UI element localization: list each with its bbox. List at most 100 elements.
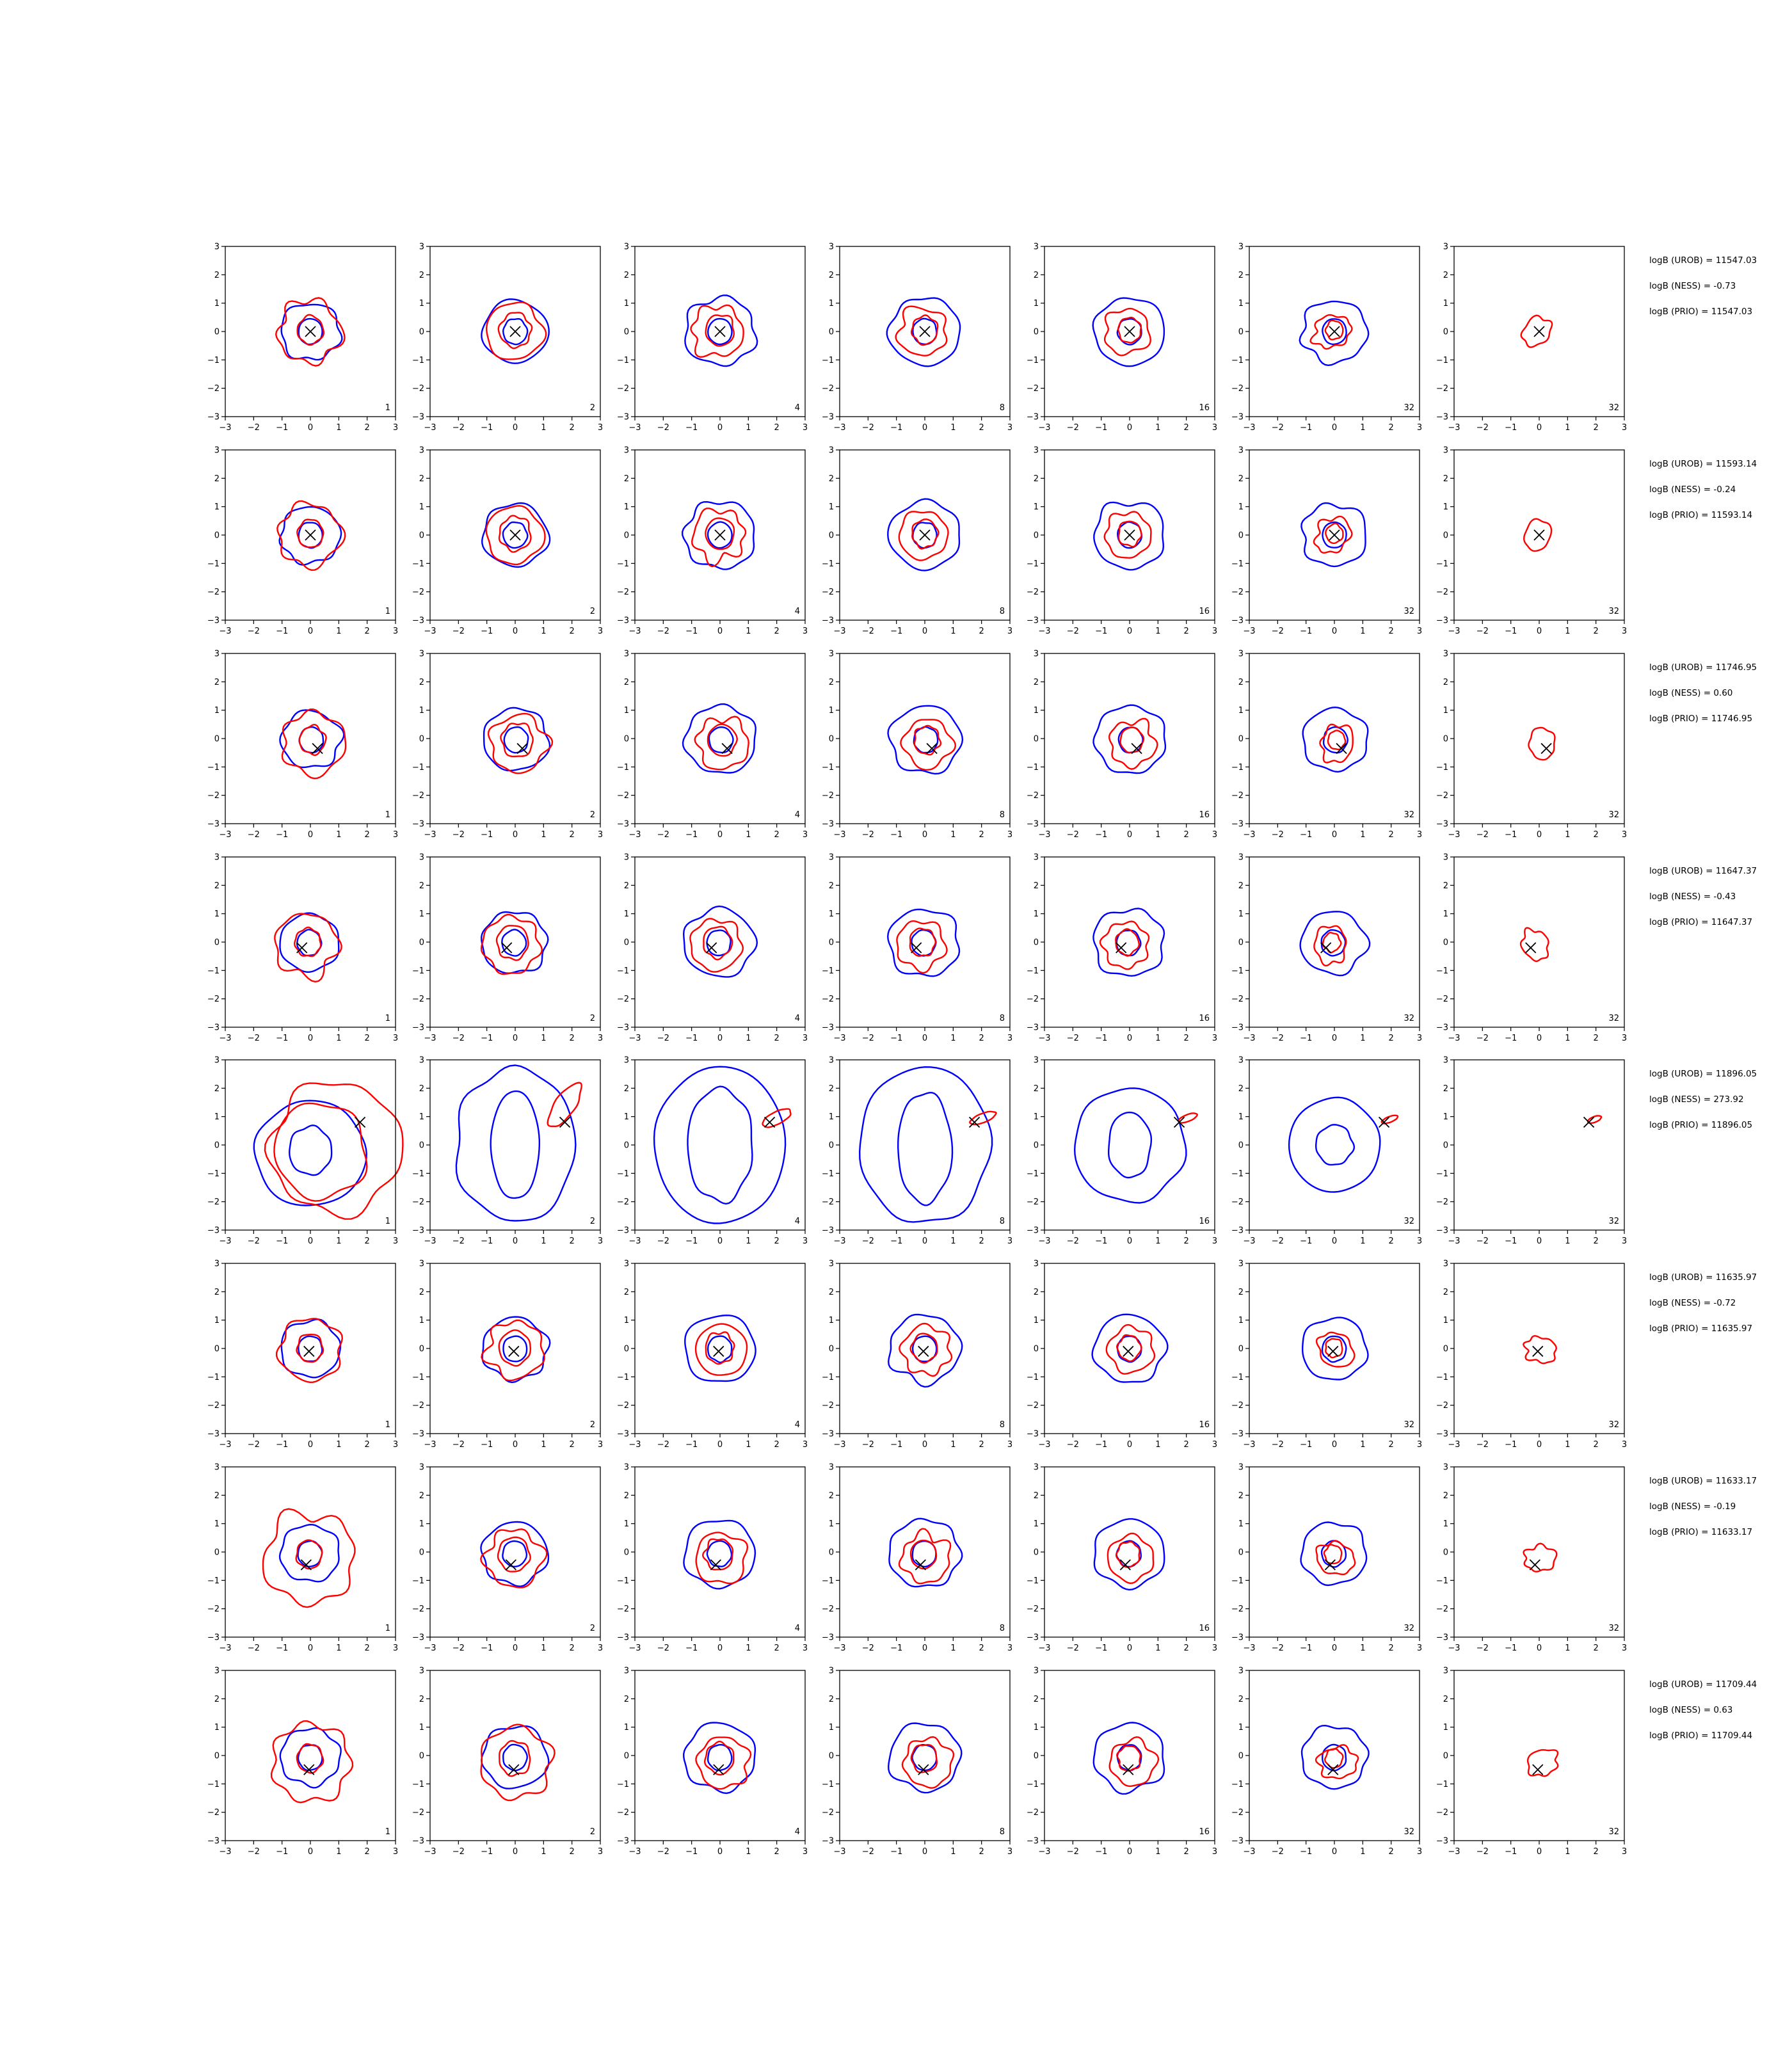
y-tick-label: 1 (1443, 1723, 1448, 1732)
y-tick-label: 3 (214, 650, 220, 659)
x-tick-label: 0 (922, 1236, 927, 1246)
y-tick-label: 3 (624, 1667, 629, 1676)
contour-red (1119, 726, 1145, 754)
y-tick-label: −1 (1027, 966, 1039, 976)
true-point-marker (919, 326, 931, 337)
y-tick-label: 3 (419, 1260, 424, 1269)
y-tick-label: −2 (207, 384, 220, 394)
y-tick-label: 3 (829, 650, 834, 659)
y-tick-label: 0 (1443, 938, 1448, 948)
x-tick-label: −2 (657, 1034, 669, 1043)
true-point-marker (721, 742, 733, 755)
y-tick-label: 1 (419, 299, 424, 308)
y-tick-label: −2 (207, 1808, 220, 1818)
x-tick-label: 0 (1537, 1034, 1542, 1043)
contour-red (487, 712, 554, 774)
x-tick-label: −2 (862, 1034, 874, 1043)
panel-corner-label: 32 (1608, 1827, 1619, 1837)
y-tick-label: 0 (214, 1345, 220, 1354)
y-tick-label: 3 (1238, 853, 1244, 863)
y-tick-label: 0 (1443, 531, 1448, 541)
y-tick-label: 1 (624, 1519, 629, 1529)
y-tick-label: −1 (822, 356, 834, 365)
contour-red (1115, 1540, 1140, 1569)
contour-group (481, 298, 550, 364)
y-tick-label: 1 (419, 1112, 424, 1122)
x-tick-label: 3 (1622, 423, 1627, 433)
y-tick-label: 0 (624, 1345, 629, 1354)
x-tick-label: −2 (1067, 830, 1079, 840)
panel-corner-label: 4 (795, 810, 800, 820)
y-tick-label: −1 (822, 763, 834, 772)
y-tick-label: 1 (829, 1112, 834, 1122)
panel-r5-c4: −3−3 −2 −2 −1 −1 0 0 1 1 2 2 3 3 8 (822, 1056, 1012, 1247)
contour-red (901, 1736, 955, 1789)
x-tick-label: 2 (1184, 1440, 1189, 1450)
contour-group (683, 1519, 756, 1590)
x-tick-label: 1 (950, 627, 956, 636)
contour-red (690, 304, 744, 358)
y-tick-label: 2 (419, 1491, 424, 1501)
x-tick-label: −2 (248, 423, 260, 433)
y-tick-label: −3 (412, 1023, 424, 1033)
y-tick-label: −2 (822, 995, 834, 1004)
x-tick-label: −2 (657, 423, 669, 433)
panel-corner-label: 8 (1000, 810, 1005, 820)
true-point-marker (911, 942, 922, 954)
x-tick-label: −3 (424, 423, 436, 433)
x-tick-label: 3 (803, 1236, 808, 1246)
y-tick-label: −1 (207, 559, 220, 569)
x-tick-label: 2 (1389, 1440, 1394, 1450)
y-tick-label: 0 (624, 938, 629, 948)
y-tick-label: −1 (822, 1373, 834, 1382)
x-tick-label: −1 (1300, 627, 1312, 636)
x-tick-label: −3 (424, 1847, 436, 1857)
y-tick-label: −3 (1231, 820, 1244, 829)
y-tick-label: 2 (624, 271, 629, 280)
panel-corner-label: 1 (385, 607, 390, 616)
x-tick-label: 2 (979, 423, 984, 433)
y-tick-label: −2 (1231, 791, 1244, 801)
contour-red (762, 1108, 792, 1128)
x-tick-label: 2 (774, 1847, 780, 1857)
x-tick-label: 3 (598, 1236, 603, 1246)
y-tick-label: 2 (1034, 1695, 1039, 1704)
x-tick-label: 3 (803, 1440, 808, 1450)
y-tick-label: −2 (207, 995, 220, 1004)
y-tick-label: 0 (419, 735, 424, 744)
axes-frame (1453, 856, 1625, 1028)
logb-annotation: logB (UROB) = 11593.14 (1649, 459, 1757, 469)
y-tick-label: −1 (1436, 1169, 1448, 1179)
axes-frame (1044, 653, 1215, 824)
y-tick-label: −3 (1027, 1430, 1039, 1439)
x-tick-label: 3 (1212, 1034, 1217, 1043)
logb-annotation: logB (PRIO) = 11593.14 (1649, 510, 1752, 520)
contour-red (296, 314, 325, 346)
true-point-marker (1336, 742, 1347, 755)
x-tick-label: −3 (1038, 1034, 1050, 1043)
contour-red (495, 925, 529, 961)
true-point-marker (1329, 326, 1340, 337)
contour-blue (1300, 502, 1366, 568)
axes-frame (1044, 1670, 1215, 1841)
contour-group (681, 500, 755, 570)
x-tick-label: −3 (833, 1644, 845, 1653)
x-tick-label: 0 (1537, 830, 1542, 840)
y-tick-label: 2 (1238, 1084, 1244, 1094)
x-tick-label: −2 (862, 1236, 874, 1246)
y-tick-label: −2 (1027, 995, 1039, 1004)
y-tick-label: −2 (1436, 1808, 1448, 1818)
y-tick-label: 2 (1443, 474, 1448, 484)
contour-red (1099, 920, 1150, 970)
y-tick-label: −1 (1436, 1373, 1448, 1382)
panel-corner-label: 8 (1000, 1217, 1005, 1226)
logb-annotation: logB (PRIO) = 11547.03 (1649, 307, 1752, 317)
panel-r7-c3: −3−3 −2 −2 −1 −1 0 0 1 1 2 2 3 3 4 (617, 1463, 808, 1654)
x-tick-label: 3 (598, 1847, 603, 1857)
x-tick-label: 0 (922, 627, 927, 636)
logb-annotation: logB (UROB) = 11547.03 (1649, 255, 1757, 266)
y-tick-label: 3 (214, 243, 220, 252)
x-tick-label: −2 (1476, 1847, 1489, 1857)
x-tick-label: 1 (541, 1236, 546, 1246)
true-point-marker (1131, 742, 1142, 755)
